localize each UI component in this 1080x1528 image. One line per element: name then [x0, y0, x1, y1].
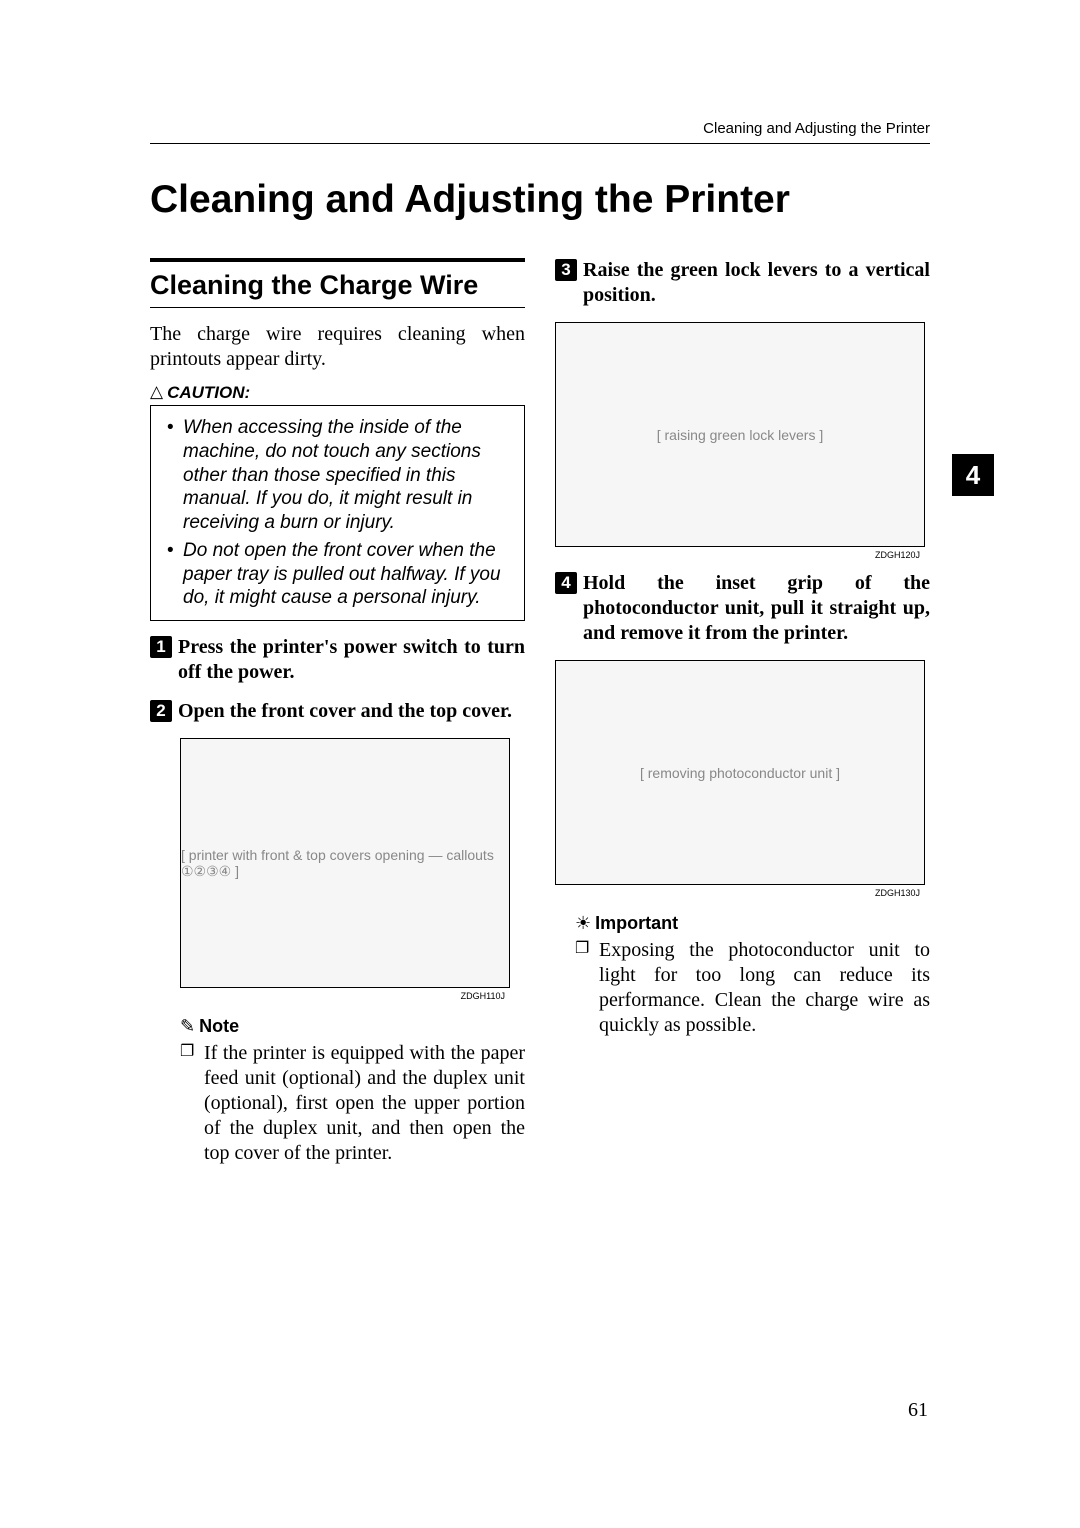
- page-title: Cleaning and Adjusting the Printer: [150, 178, 930, 222]
- figure-code: ZDGH130J: [875, 888, 920, 898]
- figure-placeholder-text: [ removing photoconductor unit ]: [640, 765, 840, 781]
- important-label: Important: [595, 913, 678, 933]
- step-text: Press the printer's power switch to turn…: [178, 635, 525, 685]
- left-column: Cleaning the Charge Wire The charge wire…: [150, 258, 525, 1166]
- step-number-badge: 2: [150, 700, 172, 722]
- figure-placeholder-text: [ printer with front & top covers openin…: [181, 847, 509, 880]
- step-2: 2 Open the front cover and the top cover…: [150, 699, 525, 724]
- caution-heading: △CAUTION:: [150, 382, 525, 403]
- figure-placeholder-text: [ raising green lock levers ]: [657, 427, 824, 443]
- note-label: Note: [199, 1016, 239, 1036]
- note-heading: ✎Note: [180, 1016, 525, 1037]
- running-head: Cleaning and Adjusting the Printer: [150, 120, 930, 144]
- pencil-icon: ✎: [180, 1016, 195, 1037]
- note-list: If the printer is equipped with the pape…: [180, 1041, 525, 1166]
- page-number: 61: [908, 1399, 928, 1422]
- subheading-wrap: Cleaning the Charge Wire: [150, 258, 525, 308]
- two-column-layout: Cleaning the Charge Wire The charge wire…: [150, 258, 930, 1166]
- caution-box: When accessing the inside of the machine…: [150, 405, 525, 621]
- important-heading: ☀Important: [575, 913, 930, 934]
- step-number-badge: 1: [150, 636, 172, 658]
- important-item: Exposing the photoconductor unit to ligh…: [575, 938, 930, 1038]
- figure-code: ZDGH120J: [875, 550, 920, 560]
- note-item: If the printer is equipped with the pape…: [180, 1041, 525, 1166]
- caution-item: Do not open the front cover when the pap…: [161, 539, 514, 610]
- step-text: Hold the inset grip of the photoconducto…: [583, 571, 930, 646]
- page-content: Cleaning and Adjusting the Printer Clean…: [150, 120, 930, 1166]
- step-number-badge: 4: [555, 572, 577, 594]
- step-text: Raise the green lock levers to a vertica…: [583, 258, 930, 308]
- important-list: Exposing the photoconductor unit to ligh…: [575, 938, 930, 1038]
- step-3: 3 Raise the green lock levers to a verti…: [555, 258, 930, 308]
- step-4: 4 Hold the inset grip of the photoconduc…: [555, 571, 930, 646]
- chapter-tab: 4: [952, 454, 994, 496]
- sun-icon: ☀: [575, 913, 591, 934]
- subheading: Cleaning the Charge Wire: [150, 270, 525, 308]
- figure-2: [ raising green lock levers ] ZDGH120J: [555, 322, 925, 547]
- intro-paragraph: The charge wire requires cleaning when p…: [150, 322, 525, 372]
- caution-label: CAUTION:: [167, 383, 250, 402]
- warning-triangle-icon: △: [150, 382, 163, 402]
- step-1: 1 Press the printer's power switch to tu…: [150, 635, 525, 685]
- step-text: Open the front cover and the top cover.: [178, 699, 512, 724]
- right-column: 3 Raise the green lock levers to a verti…: [555, 258, 930, 1166]
- step-number-badge: 3: [555, 259, 577, 281]
- figure-code: ZDGH110J: [461, 991, 505, 1001]
- figure-1: [ printer with front & top covers openin…: [180, 738, 510, 988]
- caution-item: When accessing the inside of the machine…: [161, 416, 514, 535]
- figure-3: [ removing photoconductor unit ] ZDGH130…: [555, 660, 925, 885]
